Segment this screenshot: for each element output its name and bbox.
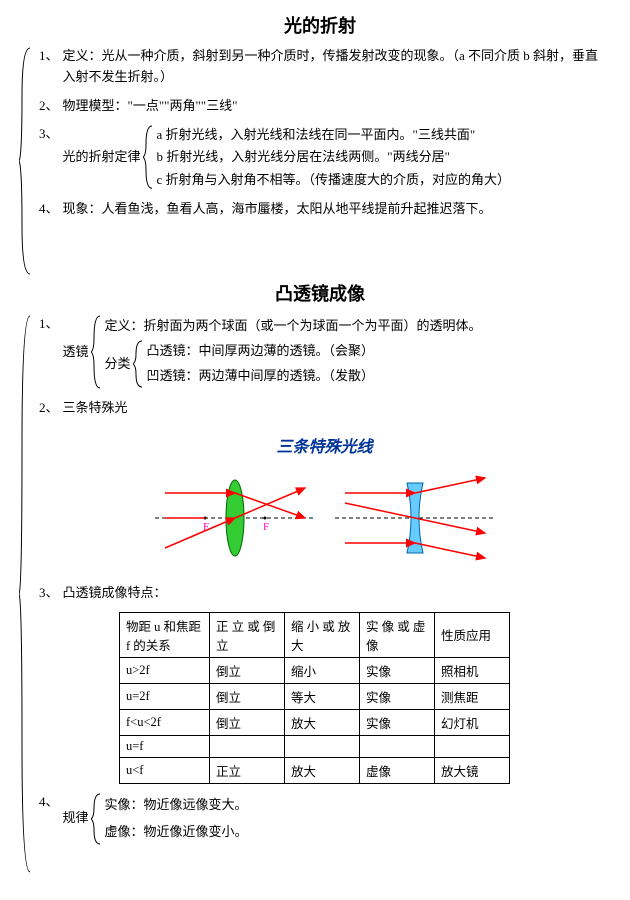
diagram-title: 三条特殊光线 <box>39 433 610 457</box>
table-row: f<u<2f倒立放大实像幻灯机 <box>120 709 510 735</box>
section2: 1、 透镜 定义：折射面为两个球面（或一个为球面一个为平面）的透明体。 分类 凸… <box>30 314 610 874</box>
s2-item1: 1、 透镜 定义：折射面为两个球面（或一个为球面一个为平面）的透明体。 分类 凸… <box>39 314 610 390</box>
table-row: u=f <box>120 735 510 757</box>
table-row: u<f正立放大虚像放大镜 <box>120 757 510 783</box>
brace-icon <box>133 339 143 389</box>
section2-title: 凸透镜成像 <box>30 280 610 306</box>
s1-item1: 1、 定义：光从一种介质，斜射到另一种介质时，传播发射改变的现象。（a 不同介质… <box>39 46 610 88</box>
section1-title: 光的折射 <box>30 12 610 38</box>
table-row: u>2f倒立缩小实像照相机 <box>120 657 510 683</box>
svg-text:F: F <box>263 521 269 533</box>
brace-icon <box>91 792 101 846</box>
brace-icon <box>19 46 31 276</box>
s1-item2: 2、 物理模型："一点""两角""三线" <box>39 96 610 117</box>
s1-item4: 4、 现象：人看鱼浅，鱼看人高，海市蜃楼，太阳从地平线提前升起推迟落下。 <box>39 199 610 220</box>
brace-icon <box>19 314 31 874</box>
imaging-table: 物距 u 和焦距 f 的关系 正 立 或 倒立 缩 小 或 放大 实 像 或 虚… <box>119 612 510 784</box>
s2-item2: 2、 三条特殊光 <box>39 398 610 419</box>
section1: 1、 定义：光从一种介质，斜射到另一种介质时，传播发射改变的现象。（a 不同介质… <box>30 46 610 276</box>
brace-icon <box>143 124 153 190</box>
ray-diagram: F F <box>155 463 495 573</box>
brace-icon <box>91 314 101 390</box>
s2-item3: 3、 凸透镜成像特点： <box>39 583 610 604</box>
s1-item3: 3、 光的折射定律 a 折射光线，入射光线和法线在同一平面内。"三线共面" b … <box>39 124 610 190</box>
s2-item4: 4、 规律 实像：物近像远像变大。 虚像：物近像近像变小。 <box>39 792 610 846</box>
table-row: u=2f倒立等大实像测焦距 <box>120 683 510 709</box>
table-row: 物距 u 和焦距 f 的关系 正 立 或 倒立 缩 小 或 放大 实 像 或 虚… <box>120 612 510 657</box>
